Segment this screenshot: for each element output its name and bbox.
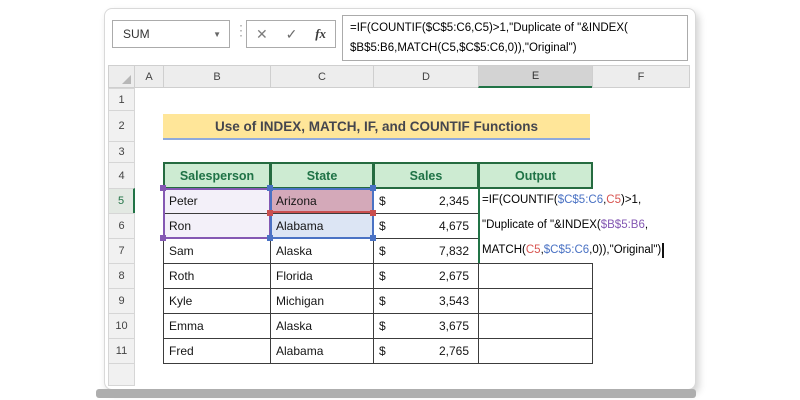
cell-c8[interactable]: Florida: [270, 263, 374, 289]
column-header-b[interactable]: B: [163, 65, 271, 88]
select-all-triangle-icon: [122, 75, 131, 84]
name-box[interactable]: SUM ▼: [112, 20, 230, 48]
column-header-c[interactable]: C: [270, 65, 374, 88]
formula-line-2: $B$5:B6,MATCH(C5,$C$5:C6,0)),"Original"): [350, 42, 577, 54]
cell-b10[interactable]: Emma: [163, 313, 271, 339]
currency-symbol: $: [379, 319, 386, 333]
cell-c9[interactable]: Michigan: [270, 288, 374, 314]
row-header-4[interactable]: 4: [108, 162, 135, 189]
cell-b9[interactable]: Kyle: [163, 288, 271, 314]
table-header-output[interactable]: Output: [478, 162, 593, 189]
name-box-value: SUM: [123, 27, 150, 41]
column-header-a[interactable]: A: [134, 65, 164, 88]
cell-formula-line-3: MATCH(C5,$C$5:C6,0)),"Original"): [482, 238, 664, 263]
cell-e9[interactable]: [478, 288, 593, 314]
handle-red-left[interactable]: [267, 210, 273, 216]
currency-symbol: $: [379, 244, 386, 258]
cell-e10[interactable]: [478, 313, 593, 339]
sales-value: 7,832: [438, 244, 469, 258]
sales-value: 2,675: [438, 269, 469, 283]
row-header-1[interactable]: 1: [108, 88, 135, 111]
insert-function-icon[interactable]: fx: [315, 26, 327, 41]
row-header-10[interactable]: 10: [108, 313, 135, 339]
cell-d6[interactable]: $ 4,675: [373, 213, 479, 239]
sales-value: 4,675: [438, 219, 469, 233]
handle-purple-tl[interactable]: [160, 185, 166, 191]
enter-icon[interactable]: ✓: [285, 25, 298, 42]
cell-c5[interactable]: Arizona: [270, 188, 374, 214]
row-header-2[interactable]: 2: [108, 110, 135, 142]
cell-c7[interactable]: Alaska: [270, 238, 374, 264]
row-header-8[interactable]: 8: [108, 263, 135, 289]
row-header-6[interactable]: 6: [108, 213, 135, 239]
column-header-f[interactable]: F: [592, 65, 690, 88]
cell-d8[interactable]: $ 2,675: [373, 263, 479, 289]
title-banner: Use of INDEX, MATCH, IF, and COUNTIF Fun…: [163, 114, 590, 140]
handle-blue-bl[interactable]: [267, 235, 273, 241]
cell-d11[interactable]: $ 2,765: [373, 338, 479, 364]
handle-blue-tr[interactable]: [370, 185, 376, 191]
sales-value: 2,765: [438, 344, 469, 358]
currency-symbol: $: [379, 344, 386, 358]
currency-symbol: $: [379, 219, 386, 233]
cancel-icon[interactable]: ✕: [255, 25, 268, 42]
table-header-sales[interactable]: Sales: [373, 162, 479, 189]
chevron-down-icon[interactable]: ▼: [213, 29, 221, 39]
row-header-7[interactable]: 7: [108, 238, 135, 264]
formula-bar-buttons: ✕ ✓ fx: [246, 20, 336, 48]
handle-red-right[interactable]: [370, 210, 376, 216]
cell-c10[interactable]: Alaska: [270, 313, 374, 339]
cell-d10[interactable]: $ 3,675: [373, 313, 479, 339]
cell-b8[interactable]: Roth: [163, 263, 271, 289]
handle-blue-tl[interactable]: [267, 185, 273, 191]
row-header-9[interactable]: 9: [108, 288, 135, 314]
cell-formula-line-1: =IF(COUNTIF($C$5:C6,C5)>1,: [482, 194, 642, 206]
handle-blue-br[interactable]: [370, 235, 376, 241]
table-header-state[interactable]: State: [270, 162, 374, 189]
cell-b6[interactable]: Ron: [163, 213, 271, 239]
sales-value: 3,543: [438, 294, 469, 308]
handle-purple-bl[interactable]: [160, 235, 166, 241]
horizontal-scrollbar[interactable]: [96, 389, 696, 398]
column-header-d[interactable]: D: [373, 65, 479, 88]
column-header-e-active[interactable]: E: [478, 65, 593, 88]
cell-formula-line-2: "Duplicate of "&INDEX($B$5:B6,: [482, 219, 649, 231]
sales-value: 2,345: [438, 194, 469, 208]
row-header-12-partial[interactable]: [108, 363, 135, 386]
sales-value: 3,675: [438, 319, 469, 333]
cell-d9[interactable]: $ 3,543: [373, 288, 479, 314]
currency-symbol: $: [379, 194, 386, 208]
cell-b5[interactable]: Peter: [163, 188, 271, 214]
cell-e5-edit-overlay[interactable]: [478, 189, 688, 263]
currency-symbol: $: [379, 294, 386, 308]
cell-e11[interactable]: [478, 338, 593, 364]
formula-line-1: =IF(COUNTIF($C$5:C6,C5)>1,"Duplicate of …: [350, 22, 628, 34]
currency-symbol: $: [379, 269, 386, 283]
table-header-salesperson[interactable]: Salesperson: [163, 162, 271, 189]
cell-e8[interactable]: [478, 263, 593, 289]
cell-c6[interactable]: Alabama: [270, 213, 374, 239]
cell-b7[interactable]: Sam: [163, 238, 271, 264]
select-all-button[interactable]: [108, 65, 135, 88]
cell-d7[interactable]: $ 7,832: [373, 238, 479, 264]
formula-bar-separator: ⋮: [234, 22, 248, 38]
formula-bar-input[interactable]: =IF(COUNTIF($C$5:C6,C5)>1,"Duplicate of …: [342, 15, 688, 61]
cell-c11[interactable]: Alabama: [270, 338, 374, 364]
cell-b11[interactable]: Fred: [163, 338, 271, 364]
row-header-11[interactable]: 11: [108, 338, 135, 364]
row-header-3[interactable]: 3: [108, 141, 135, 163]
row-header-5-active[interactable]: 5: [108, 188, 135, 214]
cell-d5[interactable]: $ 2,345: [373, 188, 479, 214]
text-cursor: [662, 243, 664, 258]
